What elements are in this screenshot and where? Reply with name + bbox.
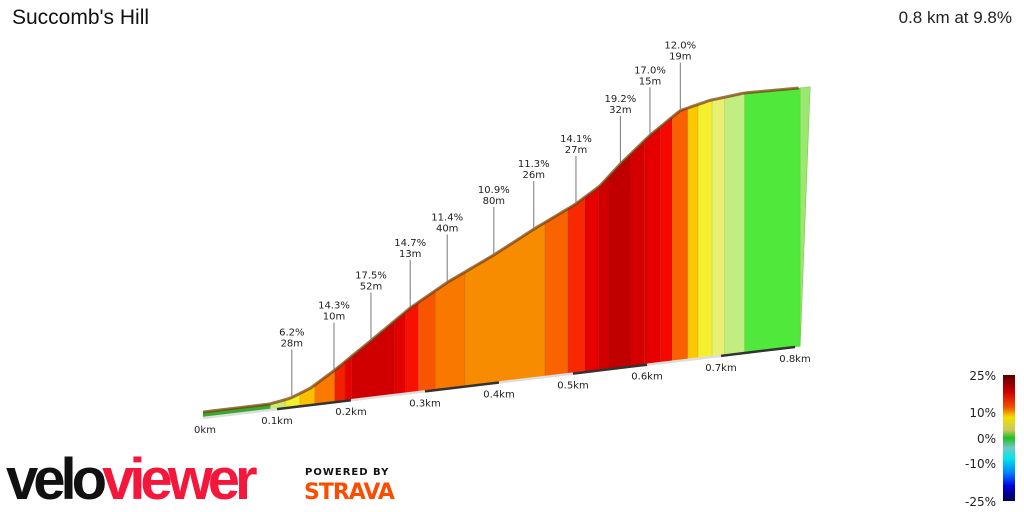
profile-end-cap [799, 86, 811, 347]
annotation-grade: 14.7% [394, 238, 426, 249]
annotation-length: 27m [565, 145, 587, 156]
profile-top-surface [202, 86, 799, 414]
climb-summary: 0.8 km at 9.8% [898, 8, 1012, 27]
annotation-length: 19m [669, 52, 691, 63]
annotation-grade: 17.5% [355, 271, 387, 282]
gradient-segment [314, 369, 336, 405]
distance-axis-segment [424, 381, 500, 393]
gradient-segment [435, 271, 466, 391]
gradient-segment [597, 174, 611, 371]
annotation-length: 40m [436, 223, 458, 234]
annotation-length: 32m [609, 105, 631, 116]
gradient-segment [394, 311, 406, 396]
annotation-grade: 10.9% [478, 185, 510, 196]
x-tick-label: 0.3km [409, 398, 440, 409]
gradient-segment [584, 186, 599, 373]
strava-logo: STRAVA [304, 480, 395, 505]
annotation-grade: 14.1% [560, 134, 592, 145]
gradient-segment [609, 153, 631, 370]
gradient-segment [418, 290, 436, 393]
gradient-color-scale [1003, 375, 1015, 501]
gradient-segment [671, 107, 689, 363]
annotation-length: 28m [281, 338, 303, 349]
distance-axis-segment [572, 363, 648, 375]
gradient-segment [711, 96, 726, 358]
annotation-length: 10m [323, 312, 345, 323]
annotation-length: 13m [399, 249, 421, 260]
annotation-grade: 11.3% [518, 159, 550, 170]
annotation-grade: 11.4% [431, 212, 463, 223]
legend-label: -10% [965, 457, 996, 471]
x-tick-label: 0.7km [705, 363, 736, 374]
gradient-segment [629, 139, 646, 368]
x-tick-label: 0km [194, 425, 216, 436]
annotation-length: 52m [360, 282, 382, 293]
distance-axis-segment [276, 398, 352, 411]
gradient-segment [544, 208, 569, 378]
distance-axis-segment [498, 372, 574, 384]
gradient-segment [660, 116, 673, 364]
distance-axis-segment [646, 354, 722, 366]
x-tick-label: 0.2km [335, 407, 366, 418]
legend-label: 25% [969, 369, 996, 383]
x-tick-label: 0.5km [557, 381, 588, 392]
x-tick-label: 0.1km [261, 416, 292, 427]
legend-label: 10% [969, 406, 996, 420]
legend-label: 0% [977, 432, 996, 446]
veloviewer-logo: veloviewer [6, 447, 258, 512]
gradient-segment [687, 104, 699, 361]
annotation-length: 15m [639, 76, 661, 87]
annotation-length: 80m [483, 196, 505, 207]
x-tick-label: 0.6km [631, 372, 662, 383]
annotation-length: 26m [523, 170, 545, 181]
gradient-segment [404, 301, 419, 395]
x-tick-label: 0.8km [779, 354, 810, 365]
page-title: Succomb's Hill [12, 6, 150, 29]
gradient-segment [744, 87, 801, 354]
x-tick-label: 0.4km [483, 389, 514, 400]
powered-by-label: POWERED BY [305, 467, 390, 478]
annotation-grade: 19.2% [604, 94, 636, 105]
distance-axis-segment [720, 345, 796, 358]
annotation-grade: 17.0% [634, 65, 666, 76]
annotation-grade: 6.2% [279, 327, 304, 338]
distance-axis-segment [202, 407, 278, 420]
gradient-segment [344, 355, 353, 402]
gradient-segment [644, 126, 661, 366]
legend-label: -25% [965, 495, 996, 509]
annotation-grade: 14.3% [318, 301, 350, 312]
gradient-segment [567, 196, 586, 375]
gradient-segment [724, 92, 745, 356]
distance-axis-segment [350, 390, 426, 402]
gradient-segment [697, 99, 713, 359]
annotation-grade: 12.0% [664, 41, 696, 52]
gradient-segment [351, 320, 395, 401]
